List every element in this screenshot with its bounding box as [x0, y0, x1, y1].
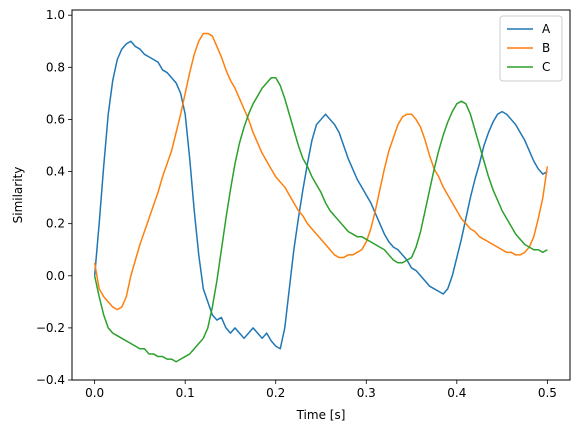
y-tick-label: 0.4: [46, 165, 65, 179]
x-tick-label: 0.5: [538, 386, 557, 400]
y-tick-label: −0.2: [36, 321, 65, 335]
series-line-a: [93, 40, 548, 350]
x-tick-label: 0.4: [447, 386, 466, 400]
axes-frame: [71, 9, 571, 381]
legend-label-c: C: [542, 60, 550, 74]
series-line-b: [93, 32, 549, 311]
y-tick-label: −0.4: [36, 373, 65, 387]
y-tick-label: 0.6: [46, 112, 65, 126]
y-axis-label: Similarity: [11, 167, 25, 224]
legend: ABC: [499, 15, 563, 82]
y-tick-label: 0.2: [46, 217, 65, 231]
x-axis-ticks: 0.0 0.1 0.2 0.3 0.4 0.5: [85, 380, 557, 400]
x-tick-label: 0.1: [176, 386, 195, 400]
plot-area: [71, 9, 571, 381]
x-tick-label: 0.0: [85, 386, 104, 400]
legend-label-a: A: [542, 22, 551, 36]
series-layer: [93, 32, 549, 363]
x-tick-label: 0.3: [357, 386, 376, 400]
y-tick-label: 1.0: [46, 8, 65, 22]
x-tick-label: 0.2: [266, 386, 285, 400]
series-line-c: [93, 77, 548, 363]
y-tick-label: 0.0: [46, 269, 65, 283]
y-axis-ticks: −0.4 −0.2 0.0 0.2 0.4 0.6 0.8 1.0: [36, 8, 72, 387]
legend-label-b: B: [542, 41, 550, 55]
y-tick-label: 0.8: [46, 60, 65, 74]
x-axis-label: Time [s]: [296, 408, 346, 422]
